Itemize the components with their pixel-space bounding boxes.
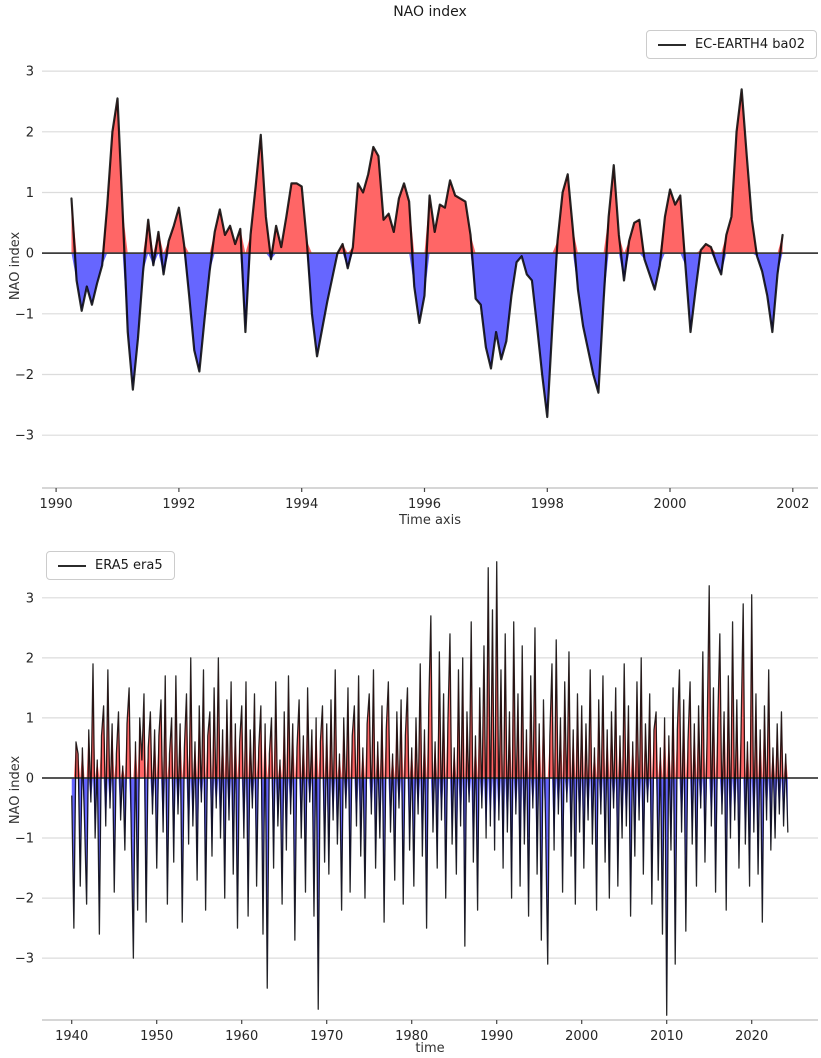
y-tick-label: 1 (26, 711, 34, 726)
x-tick-label: 1992 (162, 497, 195, 512)
y-tick-label: −2 (15, 368, 34, 383)
y-tick-label: 2 (26, 125, 34, 140)
chart-1: 1940 1950 1960 1970 1980 1990 2000 2010 2020 −3 −2… (15, 561, 818, 1044)
x-tick-label: 1950 (140, 1029, 173, 1044)
y-tick-label: 2 (26, 651, 34, 666)
x-tick-label: 1970 (310, 1029, 343, 1044)
top-legend-label: EC-EARTH4 ba02 (694, 37, 805, 52)
top-chart-title: NAO index (393, 4, 467, 20)
x-tick-label: 1960 (225, 1029, 258, 1044)
x-tick-label: 2000 (653, 497, 686, 512)
top-chart-legend: EC-EARTH4 ba02 (645, 30, 817, 59)
y-tick-label: 0 (26, 772, 34, 787)
series-line (71, 561, 789, 1016)
top-yaxis-label: NAO index (8, 231, 23, 301)
y-tick-label: −2 (15, 892, 34, 907)
y-tick-label: −1 (15, 832, 34, 847)
x-tick-label: 1980 (395, 1029, 428, 1044)
x-tick-label: 1990 (480, 1029, 513, 1044)
y-tick-label: 0 (26, 247, 34, 262)
x-tick-label: 2020 (735, 1029, 768, 1044)
x-tick-label: 1998 (531, 497, 564, 512)
x-tick-label: 1994 (285, 497, 318, 512)
x-tick-label: 2000 (565, 1029, 598, 1044)
legend-line-sample-icon (58, 564, 86, 567)
chart-0: 1990 1992 1994 1996 1998 2000 2002 −3 −2 −1 0 1 2 3 (15, 65, 818, 512)
x-tick-label: 1940 (55, 1029, 88, 1044)
negative-area (71, 253, 783, 417)
x-tick-label: 2010 (650, 1029, 683, 1044)
bottom-xaxis-label: time (415, 1041, 445, 1056)
negative-area (71, 777, 788, 1016)
top-xaxis-label: Time axis (399, 513, 461, 528)
y-tick-label: −1 (15, 307, 34, 322)
y-tick-label: −3 (15, 429, 34, 444)
bottom-chart-legend: ERA5 era5 (46, 551, 175, 580)
y-tick-label: 3 (26, 65, 34, 80)
x-tick-label: 2002 (776, 497, 809, 512)
y-tick-label: 1 (26, 186, 34, 201)
legend-line-sample-icon (657, 43, 686, 46)
bottom-legend-label: ERA5 era5 (95, 558, 163, 573)
bottom-yaxis-label: NAO index (8, 755, 23, 825)
y-tick-label: −3 (15, 952, 34, 967)
x-tick-label: 1996 (408, 497, 441, 512)
y-tick-label: 3 (26, 591, 34, 606)
x-tick-label: 1990 (40, 497, 73, 512)
series-line (70, 88, 784, 419)
